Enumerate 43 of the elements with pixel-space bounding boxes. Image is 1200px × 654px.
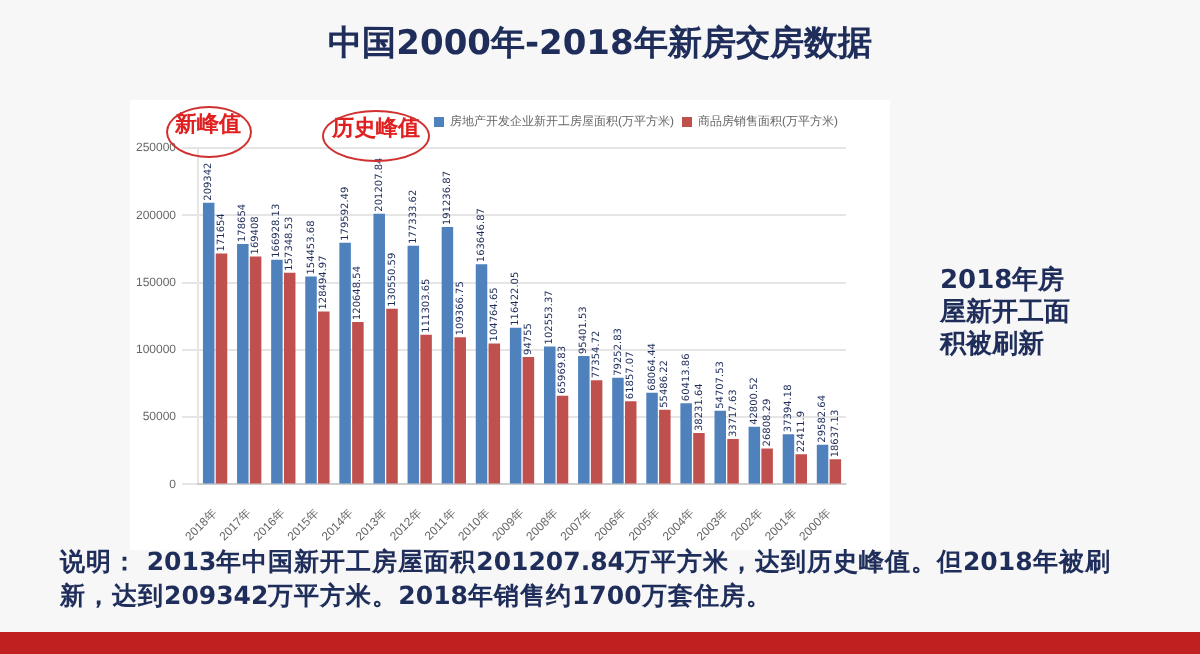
text: 历史峰值 [332, 113, 420, 143]
bar [578, 356, 590, 484]
bar [522, 356, 535, 484]
bar [441, 227, 454, 484]
bar [271, 259, 283, 484]
bar [237, 244, 249, 484]
bar [352, 322, 364, 484]
bar [305, 276, 317, 484]
bar [556, 395, 569, 484]
bar [761, 448, 773, 484]
bar [829, 459, 842, 484]
bar [407, 245, 420, 484]
bar [318, 311, 330, 484]
bar [373, 213, 385, 484]
bar [714, 410, 726, 484]
bar [646, 392, 658, 484]
chart-title: 中国2000年-2018年新房交房数据 [326, 22, 874, 66]
bar [202, 202, 215, 484]
text: 新峰值 [175, 109, 241, 139]
bar [475, 264, 488, 484]
bar [727, 439, 739, 484]
bar [659, 409, 671, 484]
bar [454, 337, 466, 484]
bar [816, 444, 829, 484]
bar [782, 434, 795, 484]
bar [693, 433, 705, 484]
bar [612, 377, 624, 484]
bar [420, 334, 432, 484]
bar [748, 426, 761, 484]
bar [283, 272, 296, 484]
bar [215, 253, 228, 484]
bar [509, 327, 522, 484]
text: 2018年房屋新开工面积被刷新 [940, 266, 1072, 362]
bar [680, 403, 692, 484]
bar [543, 346, 556, 484]
text: 说明： 2013年中国新开工房屋面积201207.84万平方米，达到历史峰值。但2018年被刷新，达到209342万平方米。2018年销售约1700万套住房。 [60, 544, 1113, 612]
bar [624, 401, 637, 484]
bar [795, 454, 807, 484]
bar [590, 380, 603, 484]
bar [386, 308, 398, 484]
bar [339, 242, 351, 484]
bar [249, 256, 262, 484]
bar [488, 343, 501, 484]
